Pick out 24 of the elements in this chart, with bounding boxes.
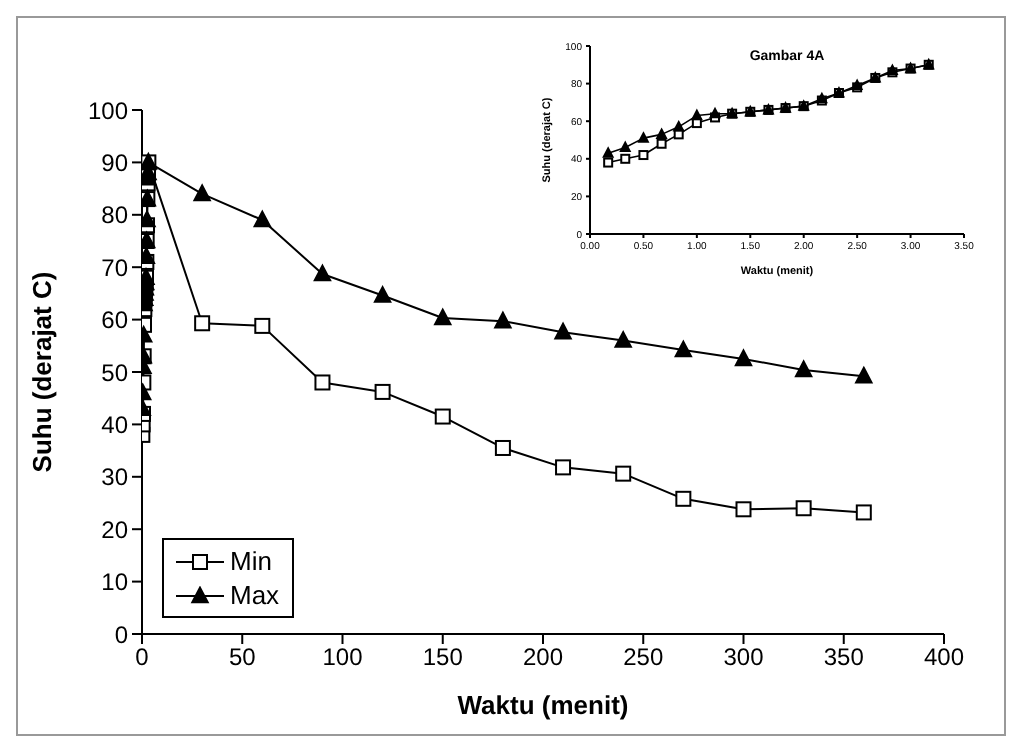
y-tick-label: 80 xyxy=(101,201,129,230)
legend-label: Max xyxy=(230,578,280,612)
x-tick-label: 200 xyxy=(522,643,564,672)
y-tick-label: 30 xyxy=(101,463,129,492)
x-tick-label: 250 xyxy=(623,643,664,672)
x-tick-label: 400 xyxy=(923,643,965,672)
y-tick-label: 10 xyxy=(101,568,129,597)
legend-label: Min xyxy=(230,544,272,578)
x-tick-label: 0 xyxy=(135,643,150,672)
y-tick-label: 90 xyxy=(101,148,129,177)
y-tick-label: 100 xyxy=(87,96,129,125)
y-axis-title: Suhu (derajat C) xyxy=(27,271,58,473)
y-tick-label: 40 xyxy=(101,410,129,439)
x-tick-label: 350 xyxy=(823,643,865,672)
x-tick-label: 100 xyxy=(322,643,364,672)
x-tick-label: 300 xyxy=(723,643,765,672)
y-tick-label: 50 xyxy=(101,358,129,387)
y-tick-label: 0 xyxy=(114,620,129,649)
y-tick-label: 20 xyxy=(101,515,129,544)
x-tick-label: 50 xyxy=(228,643,257,672)
x-tick-label: 150 xyxy=(422,643,464,672)
x-axis-title: Waktu (menit) xyxy=(457,690,629,720)
y-tick-label: 60 xyxy=(101,306,129,335)
y-tick-label: 70 xyxy=(101,253,129,282)
